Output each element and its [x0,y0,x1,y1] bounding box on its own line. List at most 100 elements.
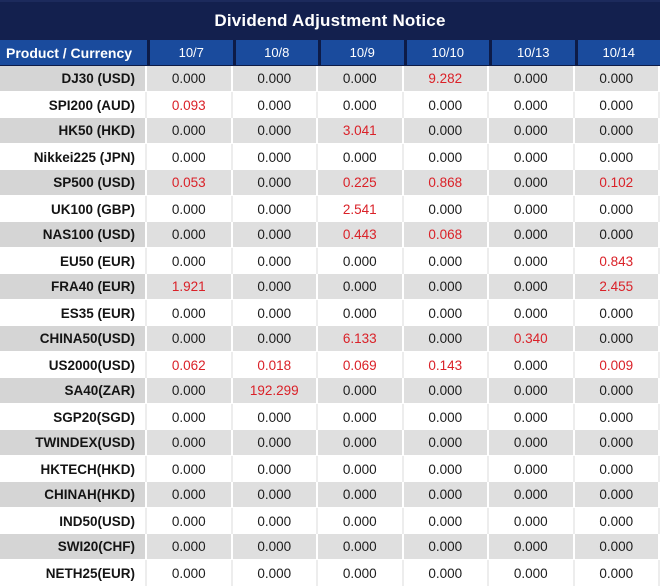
value-cell: 0.000 [147,378,233,403]
value-cell: 0.000 [232,144,318,170]
value-cell: 0.000 [489,274,575,299]
value-cell: 0.000 [147,560,233,586]
value-cell: 0.000 [489,118,575,143]
value-cell: 0.000 [147,534,233,559]
table-row: Nikkei225 (JPN) 0.000 0.000 0.000 0.000 0.000… [0,144,660,170]
table-row: FRA40 (EUR) 1.921 0.000 0.000 0.000 0.000 2.45… [0,274,660,300]
value-cell: 0.000 [489,534,575,559]
value-cell: 0.000 [147,482,233,507]
value-cell: 0.000 [232,404,318,430]
value-cell: 0.018 [232,352,318,378]
value-cell: 0.000 [489,404,575,430]
value-cell: 0.000 [318,66,404,91]
value-cell: 0.069 [318,352,404,378]
product-cell: ES35 (EUR) [0,300,147,326]
value-cell: 3.041 [318,118,404,143]
value-cell: 0.000 [318,482,404,507]
value-cell: 0.000 [489,222,575,247]
value-cell: 0.000 [489,248,575,274]
header-date-col: 10/13 [492,40,575,65]
value-cell: 0.000 [574,560,660,586]
value-cell: 0.000 [489,508,575,534]
value-cell: 0.000 [232,248,318,274]
value-cell: 0.843 [574,248,660,274]
value-cell: 0.443 [318,222,404,247]
value-cell: 0.000 [574,482,660,507]
value-cell: 0.000 [147,300,233,326]
value-cell: 0.000 [489,378,575,403]
value-cell: 0.000 [489,92,575,118]
value-cell: 0.000 [574,92,660,118]
value-cell: 0.000 [318,92,404,118]
value-cell: 0.000 [232,508,318,534]
product-cell: HK50 (HKD) [0,118,147,143]
product-cell: US2000(USD) [0,352,147,378]
value-cell: 0.000 [403,378,489,403]
value-cell: 0.000 [574,404,660,430]
product-cell: CHINA50(USD) [0,326,147,351]
value-cell: 0.000 [318,430,404,455]
product-cell: SA40(ZAR) [0,378,147,403]
product-cell: IND50(USD) [0,508,147,534]
value-cell: 0.340 [489,326,575,351]
product-cell: HKTECH(HKD) [0,456,147,482]
value-cell: 0.000 [318,274,404,299]
value-cell: 0.000 [147,66,233,91]
table-row: DJ30 (USD) 0.000 0.000 0.000 9.282 0.000 0.000 [0,66,660,92]
header-date-col: 10/9 [321,40,404,65]
value-cell: 0.000 [232,196,318,222]
value-cell: 0.000 [147,430,233,455]
value-cell: 0.000 [574,222,660,247]
table-row: HK50 (HKD) 0.000 0.000 3.041 0.000 0.000 0.000 [0,118,660,144]
value-cell: 0.000 [489,430,575,455]
value-cell: 0.000 [318,456,404,482]
value-cell: 0.000 [403,144,489,170]
value-cell: 0.000 [147,456,233,482]
value-cell: 0.000 [232,300,318,326]
value-cell: 0.000 [574,144,660,170]
value-cell: 0.000 [574,456,660,482]
value-cell: 0.000 [574,300,660,326]
value-cell: 0.062 [147,352,233,378]
value-cell: 0.143 [403,352,489,378]
table-row: CHINAH(HKD) 0.000 0.000 0.000 0.000 0.000 0.00… [0,482,660,508]
header-date-col: 10/7 [150,40,233,65]
header-product-currency: Product / Currency [0,40,147,65]
value-cell: 0.000 [489,560,575,586]
table-row: HKTECH(HKD) 0.000 0.000 0.000 0.000 0.000 0.00… [0,456,660,482]
value-cell: 0.000 [574,118,660,143]
value-cell: 0.000 [403,118,489,143]
value-cell: 0.000 [232,118,318,143]
value-cell: 0.000 [147,196,233,222]
value-cell: 0.000 [574,508,660,534]
product-cell: SWI20(CHF) [0,534,147,559]
value-cell: 0.000 [318,404,404,430]
value-cell: 0.000 [147,118,233,143]
value-cell: 0.000 [232,534,318,559]
product-cell: SGP20(SGD) [0,404,147,430]
table-row: NETH25(EUR) 0.000 0.000 0.000 0.000 0.000 0.00… [0,560,660,586]
table-row: SP500 (USD) 0.053 0.000 0.225 0.868 0.000 0.10… [0,170,660,196]
value-cell: 0.000 [489,196,575,222]
product-cell: NETH25(EUR) [0,560,147,586]
product-cell: SP500 (USD) [0,170,147,195]
value-cell: 0.000 [232,92,318,118]
value-cell: 0.000 [147,248,233,274]
table-row: US2000(USD) 0.062 0.018 0.069 0.143 0.000 0.00… [0,352,660,378]
value-cell: 2.455 [574,274,660,299]
product-cell: CHINAH(HKD) [0,482,147,507]
value-cell: 0.000 [489,170,575,195]
value-cell: 0.000 [403,404,489,430]
product-cell: FRA40 (EUR) [0,274,147,299]
value-cell: 0.000 [318,378,404,403]
value-cell: 0.093 [147,92,233,118]
product-cell: TWINDEX(USD) [0,430,147,455]
table-row: EU50 (EUR) 0.000 0.000 0.000 0.000 0.000 0.843 [0,248,660,274]
value-cell: 0.225 [318,170,404,195]
value-cell: 0.000 [147,326,233,351]
value-cell: 0.000 [318,300,404,326]
table-row: SGP20(SGD) 0.000 0.000 0.000 0.000 0.000 0.000 [0,404,660,430]
value-cell: 0.000 [489,482,575,507]
value-cell: 0.000 [489,456,575,482]
value-cell: 0.000 [574,196,660,222]
